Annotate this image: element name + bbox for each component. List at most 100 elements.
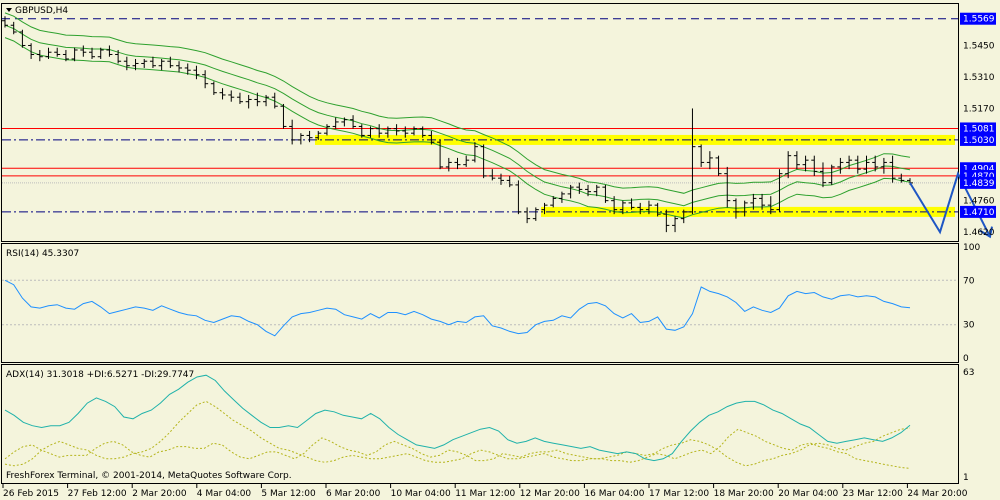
ohlc-bar xyxy=(219,88,226,100)
time-axis: 26 Feb 2015 27 Feb 12:00 2 Mar 20:00 4 Mar … xyxy=(2,484,968,499)
ohlc-bar xyxy=(706,151,713,170)
price-bars xyxy=(2,16,913,233)
ohlc-bar xyxy=(167,56,174,68)
ohlc-bar xyxy=(454,157,461,170)
ohlc-bar xyxy=(724,166,731,208)
ohlc-bar xyxy=(62,49,69,62)
ohlc-bar xyxy=(428,130,435,145)
rsi-title: RSI(14) 45.3307 xyxy=(6,249,79,259)
ohlc-bar xyxy=(463,155,470,167)
ohlc-bar xyxy=(776,169,783,212)
ohlc-bar xyxy=(184,63,191,75)
ohlc-bar xyxy=(228,90,235,102)
ohlc-bar xyxy=(837,157,844,174)
level-lines xyxy=(2,18,958,217)
ohlc-bar xyxy=(498,173,505,185)
ohlc-bar xyxy=(854,155,861,174)
ohlc-bar xyxy=(680,209,687,224)
ohlc-bar xyxy=(115,49,122,64)
ohlc-bar xyxy=(819,162,826,188)
ohlc-bar xyxy=(193,65,200,80)
time-label: 18 Mar 20:00 xyxy=(714,489,774,499)
ohlc-bar xyxy=(149,56,156,68)
time-label: 27 Feb 12:00 xyxy=(68,489,127,499)
time-label: 23 Mar 12:00 xyxy=(843,489,903,499)
ohlc-bar xyxy=(210,81,217,95)
time-label: 24 Mar 20:00 xyxy=(907,489,967,499)
ohlc-bar xyxy=(28,43,35,59)
chart-menu-triangle-icon[interactable] xyxy=(6,8,12,12)
price-label: 1.5081 xyxy=(963,124,995,134)
ohlc-bar xyxy=(698,144,705,167)
ohlc-bar xyxy=(437,139,444,170)
ohlc-bar xyxy=(341,117,348,127)
adx-scale-top: 63 xyxy=(963,368,974,378)
ohlc-bar xyxy=(802,155,809,172)
price-label: 1.5170 xyxy=(963,104,995,114)
ohlc-bar xyxy=(36,49,43,62)
time-label: 16 Mar 04:00 xyxy=(584,489,644,499)
ohlc-bar xyxy=(767,196,774,215)
ohlc-bar xyxy=(332,117,339,129)
time-label: 10 Mar 04:00 xyxy=(391,489,451,499)
ohlc-bar xyxy=(828,164,835,185)
time-label: 4 Mar 04:00 xyxy=(197,489,252,499)
price-label: 1.4904 xyxy=(963,164,995,174)
ohlc-bar xyxy=(71,47,78,62)
adx-panel-frame xyxy=(1,364,959,484)
ohlc-bar xyxy=(532,207,539,221)
ohlc-bar xyxy=(384,126,391,138)
ohlc-bar xyxy=(10,21,17,35)
price-panel[interactable]: 1.5569 1.5450 1.5310 1.5170 1.5081 1.5030 1.49… xyxy=(1,3,997,242)
ohlc-bar xyxy=(367,126,374,138)
price-label: 1.4760 xyxy=(963,197,995,207)
ohlc-bar xyxy=(567,184,574,199)
forecast-path xyxy=(909,171,991,238)
ohlc-bar xyxy=(97,47,104,59)
ohlc-bar xyxy=(541,202,548,215)
ohlc-bar xyxy=(376,124,383,138)
ohlc-bar xyxy=(297,133,304,145)
price-axis: 1.5569 1.5450 1.5310 1.5170 1.5081 1.5030 1.49… xyxy=(960,12,996,238)
rsi-panel[interactable]: RSI(14) 45.3307 100 70 30 0 xyxy=(1,243,981,364)
ohlc-bar xyxy=(123,56,130,71)
ohlc-bar xyxy=(585,184,592,197)
price-label-box xyxy=(960,122,996,135)
ohlc-bar xyxy=(619,200,626,215)
ohlc-bar xyxy=(54,47,61,57)
lower-band xyxy=(4,37,911,219)
ohlc-bar xyxy=(889,155,896,183)
rsi-scale-label: 70 xyxy=(963,276,975,286)
ohlc-bar xyxy=(489,169,496,181)
adx-scale-bottom: 1 xyxy=(963,473,969,483)
time-label: 6 Mar 20:00 xyxy=(326,489,381,499)
time-label: 12 Mar 20:00 xyxy=(520,489,580,499)
ohlc-bar xyxy=(654,202,661,217)
adx-panel[interactable]: ADX(14) 31.3018 +DI:6.5271 -DI:29.7747 F… xyxy=(1,364,975,484)
ohlc-bar xyxy=(759,193,766,210)
ohlc-bar xyxy=(306,130,313,143)
price-label-box xyxy=(960,133,996,146)
time-label: 2 Mar 20:00 xyxy=(132,489,187,499)
middle-band xyxy=(4,24,911,207)
ohlc-bar xyxy=(524,207,531,224)
price-label: 1.4710 xyxy=(963,208,995,218)
symbol-title: GBPUSD,H4 xyxy=(15,6,68,16)
ohlc-bar xyxy=(358,124,365,138)
ohlc-bar xyxy=(19,29,26,48)
rsi-line xyxy=(4,279,911,337)
ohlc-bar xyxy=(263,94,270,107)
ohlc-bar xyxy=(550,196,557,208)
ohlc-bar xyxy=(880,157,887,174)
price-label: 1.5450 xyxy=(963,41,995,51)
ohlc-bar xyxy=(280,103,287,129)
ohlc-bar xyxy=(245,94,252,109)
ohlc-bar xyxy=(846,155,853,170)
ohlc-bar xyxy=(785,151,792,179)
ohlc-bar xyxy=(80,45,87,57)
ohlc-bar xyxy=(315,130,322,140)
time-label: 11 Mar 12:00 xyxy=(455,489,515,499)
upper-band xyxy=(4,12,911,194)
